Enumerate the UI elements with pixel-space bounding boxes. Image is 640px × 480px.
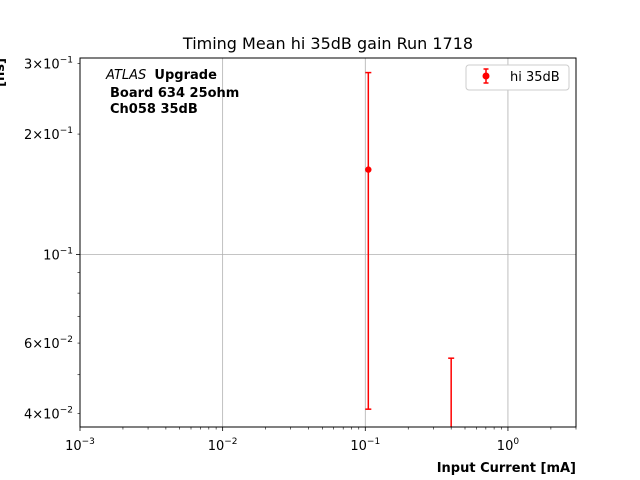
legend-frame — [465, 64, 570, 91]
svg-text:ATLAS Upgrade: ATLAS Upgrade — [105, 68, 217, 83]
chart-title: Timing Mean hi 35dB gain Run 1718 — [182, 34, 473, 53]
y-tick-label-1: 6×10−2 — [24, 335, 73, 352]
data-layer — [365, 71, 455, 427]
atlas-label: ATLAS — [105, 68, 146, 83]
x-tick-label-1: 10−2 — [208, 437, 238, 454]
grid — [80, 58, 576, 427]
data-point-0-0 — [365, 166, 372, 173]
upgrade-label: Upgrade — [154, 68, 217, 83]
ticks: 10−3 10−2 10−1 100 4×10−2 6×10−2 10−1 2×10−1 3×1… — [24, 56, 577, 454]
y-axis-label: [ns] — [0, 58, 8, 87]
legend-marker — [482, 72, 490, 80]
x-tick-label-0: 10−3 — [65, 437, 95, 454]
x-tick-label-3: 100 — [497, 437, 520, 454]
y-tick-label-0: 4×10−2 — [24, 405, 73, 422]
x-tick-label-2: 10−1 — [350, 437, 380, 454]
channel-label: Ch058 35dB — [110, 102, 198, 117]
y-tick-label-4: 3×10−1 — [24, 56, 73, 73]
plot-frame — [79, 57, 577, 428]
atlas-annotation: ATLAS Upgrade Board 634 25ohm Ch058 35dB — [105, 68, 239, 117]
board-label: Board 634 25ohm — [110, 86, 239, 101]
y-tick-label-2: 10−1 — [43, 246, 73, 263]
legend: hi 35dB — [465, 64, 570, 91]
y-tick-label-3: 2×10−1 — [24, 126, 73, 143]
legend-entry-label: hi 35dB — [510, 70, 560, 85]
x-axis-label: Input Current [mA] — [437, 461, 576, 476]
